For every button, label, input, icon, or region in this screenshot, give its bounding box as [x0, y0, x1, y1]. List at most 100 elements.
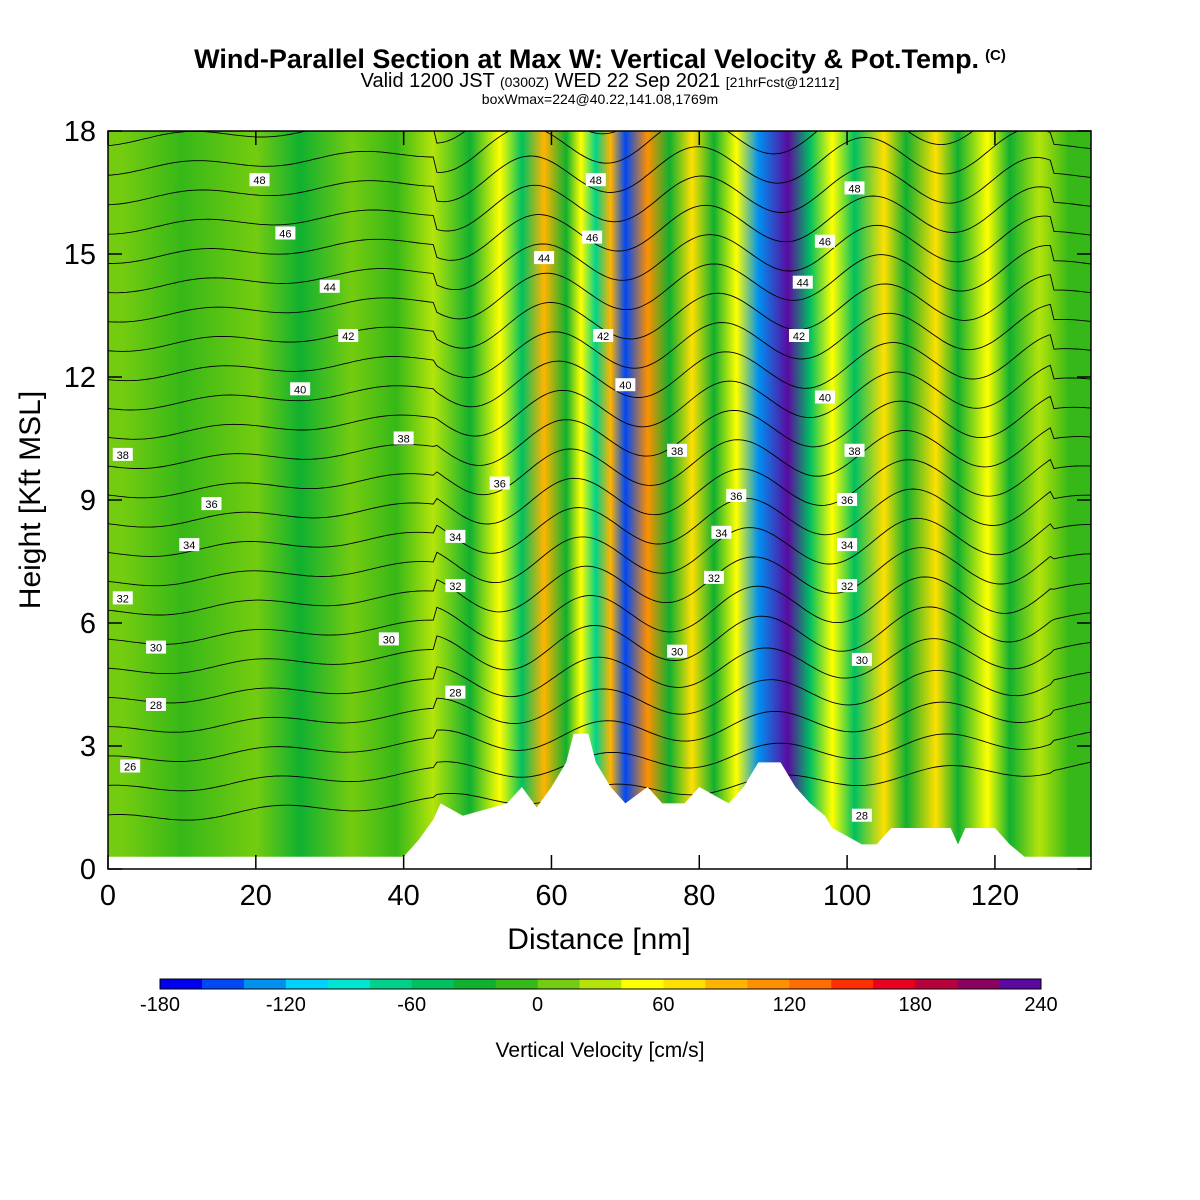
colorbar-swatch — [411, 979, 455, 989]
contour-label: 38 — [848, 446, 860, 458]
colorbar: -180 -120 -60 0 60 120 180 240 — [140, 978, 1058, 1016]
box-wmax-info: boxWmax=224@40.22,141.08,1769m — [481, 91, 719, 107]
contour-label: 42 — [597, 331, 609, 343]
contour-label: 42 — [342, 331, 354, 343]
y-tick-label: 9 — [80, 485, 96, 517]
theta-contour-line — [108, 215, 1091, 294]
chart-title: Wind-Parallel Section at Max W: Vertical… — [194, 44, 1006, 74]
y-axis-label: Height [Kft MSL] — [14, 391, 47, 609]
contour-label: 46 — [819, 237, 831, 249]
contour-label: 46 — [586, 233, 598, 245]
colorbar-swatch — [160, 979, 203, 989]
contour-label-box — [112, 447, 133, 461]
contour-label-box — [378, 632, 399, 646]
colorbar-swatch — [789, 979, 832, 989]
colorbar-tick-label: 240 — [1024, 994, 1057, 1016]
theta-contour-line — [108, 334, 1091, 411]
theta-contour-line — [108, 364, 1091, 440]
contour-label: 26 — [124, 762, 136, 774]
x-tick-label: 100 — [823, 880, 871, 912]
x-tick-label: 120 — [971, 880, 1019, 912]
theta-contour-line — [108, 157, 1091, 235]
y-tick-label: 15 — [64, 239, 96, 271]
contour-label-box — [445, 529, 466, 543]
theta-contour-line — [108, 731, 1091, 792]
contour-label: 44 — [797, 278, 809, 290]
theta-contour-line — [108, 488, 1091, 557]
colorbar-swatch — [663, 979, 706, 989]
contour-label: 38 — [398, 434, 410, 446]
theta-contour-line — [108, 576, 1091, 645]
colorbar-tick-label: 60 — [652, 994, 674, 1016]
theta-contours — [108, 131, 1091, 821]
contour-label-box — [789, 329, 810, 342]
contour-label-box — [338, 329, 359, 342]
theta-contour-line — [108, 131, 618, 147]
contour-label-box — [249, 173, 270, 187]
contour-label-box — [534, 251, 555, 265]
contour-label-box — [667, 644, 688, 658]
theta-contour-line — [108, 395, 1091, 469]
contour-label: 40 — [819, 393, 831, 405]
contour-label: 46 — [279, 229, 291, 241]
contour-label-box — [837, 493, 858, 506]
contour-label: 40 — [294, 384, 306, 396]
contour-label-box — [445, 685, 466, 699]
contour-label-box — [179, 538, 200, 552]
contour-label: 36 — [205, 499, 217, 511]
colorbar-tick-label: -180 — [140, 994, 180, 1016]
theta-contour-line — [108, 186, 1091, 264]
contour-label: 34 — [449, 532, 461, 544]
contour-label-box — [146, 640, 167, 654]
contour-label-box — [837, 579, 858, 593]
colorbar-tick-label: -60 — [397, 994, 426, 1016]
contour-label: 28 — [150, 700, 162, 712]
theta-contour-line — [108, 669, 1091, 733]
colorbar-frame — [159, 978, 1042, 990]
colorbar-swatch — [831, 979, 874, 989]
contour-label-box — [844, 443, 865, 457]
x-tick-label: 20 — [240, 880, 272, 912]
contour-label: 28 — [449, 688, 461, 700]
theta-contour-line — [108, 638, 1091, 704]
colorbar-swatch — [705, 979, 748, 989]
x-axis-label: Distance [nm] — [507, 923, 690, 956]
theta-contour-line — [108, 244, 1091, 323]
contour-label: 30 — [150, 643, 162, 655]
colorbar-swatch — [285, 979, 329, 989]
contour-label: 36 — [730, 491, 742, 503]
colorbar-swatch — [999, 979, 1042, 989]
colorbar-swatch — [915, 979, 958, 989]
contour-label: 48 — [253, 175, 265, 187]
contour-label: 28 — [856, 811, 868, 823]
colorbar-swatch — [537, 979, 581, 989]
contour-label: 34 — [183, 540, 195, 552]
valid-time: Valid 1200 JST (0300Z) WED 22 Sep 2021 [… — [360, 70, 840, 92]
contour-label-box — [726, 488, 747, 502]
contour-label: 34 — [715, 528, 727, 540]
contour-label-box — [112, 591, 133, 605]
contour-label-box — [201, 497, 222, 511]
x-axis: 0 20 40 60 80 100 120 — [100, 131, 1019, 912]
contour-label: 40 — [619, 380, 631, 392]
theta-contour-line — [108, 131, 974, 176]
y-tick-label: 3 — [80, 731, 96, 763]
contour-label: 32 — [708, 573, 720, 585]
theta-contour-line — [108, 547, 1091, 616]
contour-label: 38 — [117, 450, 129, 462]
contour-label-box — [290, 382, 311, 396]
x-tick-label: 80 — [683, 880, 715, 912]
contour-label-box — [146, 698, 167, 711]
contour-label-box — [593, 329, 614, 342]
x-tick-label: 0 — [100, 880, 116, 912]
y-tick-label: 6 — [80, 608, 96, 640]
contour-label: 48 — [848, 183, 860, 195]
contour-label-box — [489, 476, 510, 490]
terrain — [108, 733, 1091, 869]
contour-label-box — [393, 431, 414, 445]
colorbar-swatch — [957, 979, 1000, 989]
colorbar-swatch — [873, 979, 916, 989]
contour-label-box — [275, 226, 296, 240]
contour-label-box — [814, 234, 835, 248]
